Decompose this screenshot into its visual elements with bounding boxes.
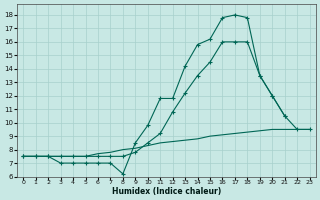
X-axis label: Humidex (Indice chaleur): Humidex (Indice chaleur) bbox=[112, 187, 221, 196]
